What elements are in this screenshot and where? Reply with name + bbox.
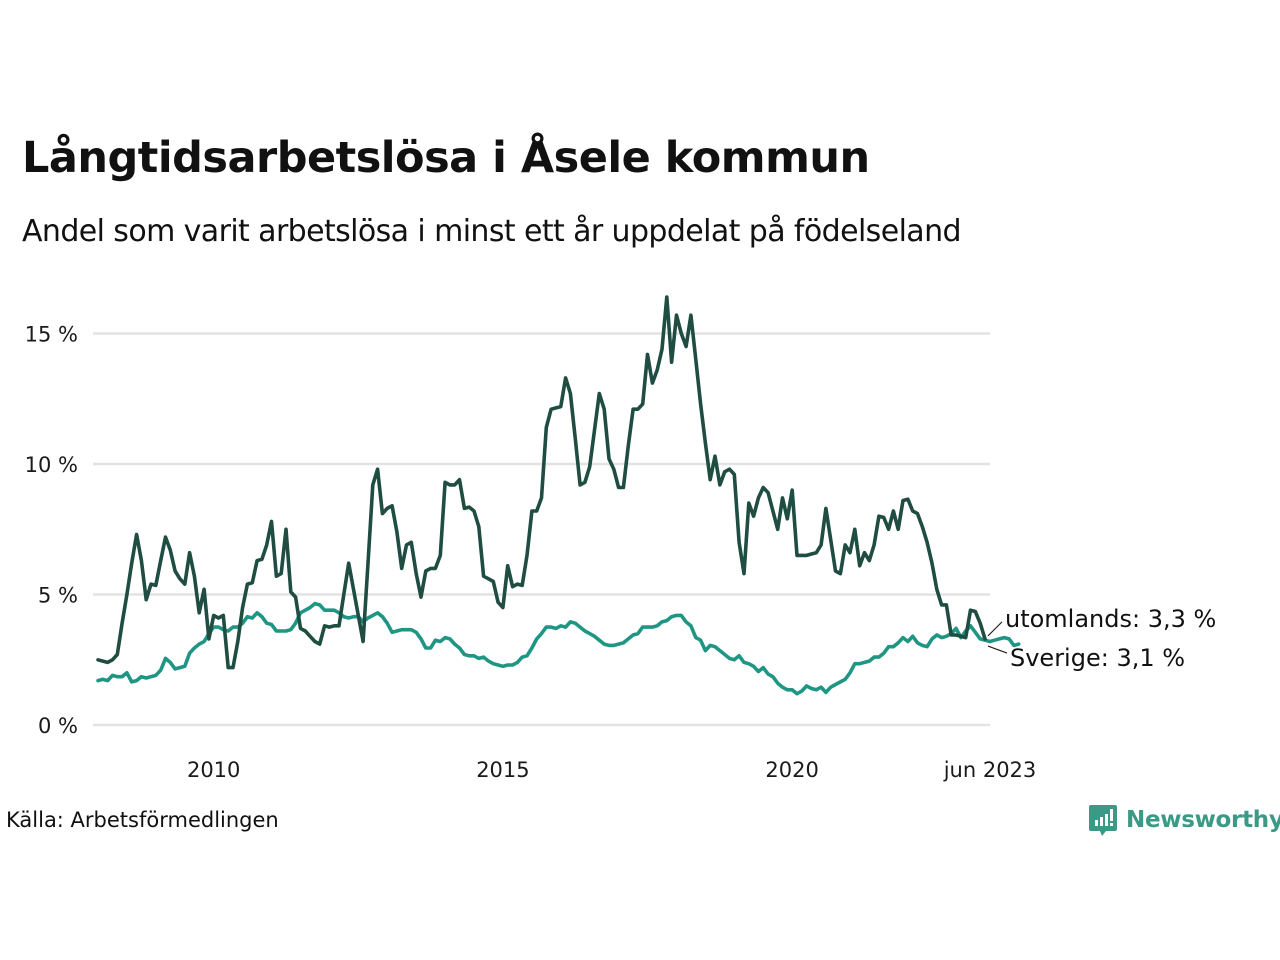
y-tick-label: 15 % (25, 323, 78, 347)
label-connector (987, 645, 1008, 654)
x-tick-label: 2020 (765, 758, 818, 782)
end-label-sverige: Sverige: 3,1 % (1010, 644, 1185, 672)
chart-subtitle: Andel som varit arbetslösa i minst ett å… (22, 214, 962, 249)
end-labels: utomlands: 3,3 % Sverige: 3,1 % (987, 605, 1216, 672)
bar-chart-speech-bubble-icon (1089, 805, 1117, 836)
brand-logo: Newsworthy (1088, 803, 1280, 837)
brand-name: Newsworthy (1126, 807, 1280, 833)
end-label-utomlands: utomlands: 3,3 % (1005, 605, 1216, 633)
label-connector (987, 621, 1003, 637)
y-tick-label: 5 % (38, 584, 78, 608)
series-line-sverige (96, 601, 1021, 696)
y-tick-label: 10 % (25, 453, 78, 477)
y-tick-label: 0 % (38, 714, 78, 738)
gridlines (93, 332, 990, 727)
x-tick-label: 2015 (476, 758, 529, 782)
x-tick-label: jun 2023 (943, 758, 1037, 782)
x-tick-label: 2010 (187, 758, 240, 782)
x-axis: 2010 2015 2020 jun 2023 (187, 758, 1036, 782)
source-note: Källa: Arbetsförmedlingen (6, 808, 279, 832)
series-line-utomlands (96, 295, 987, 670)
y-axis: 0 % 5 % 10 % 15 % (25, 323, 78, 739)
chart-title: Långtidsarbetslösa i Åsele kommun (22, 133, 870, 183)
series-lines (96, 295, 1021, 696)
